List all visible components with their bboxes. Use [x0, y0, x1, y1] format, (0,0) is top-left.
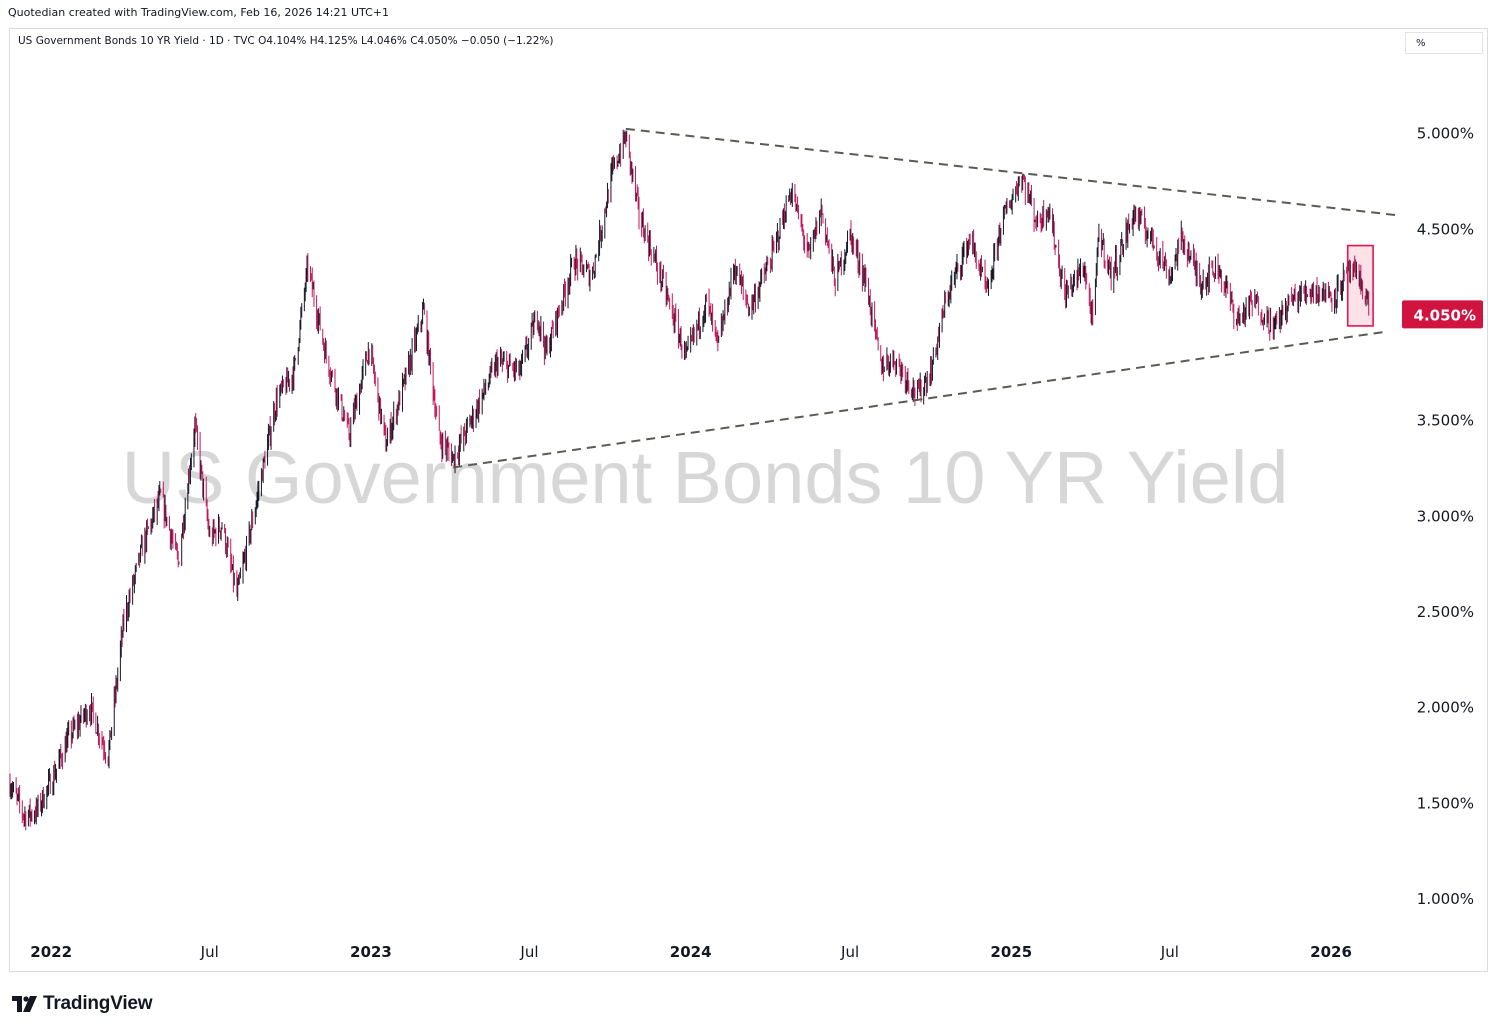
- y-tick-label: 3.500%: [1417, 412, 1474, 430]
- y-axis[interactable]: 5.000% 4.500% 3.500% 3.000% 2.500% 2.000% 1.50…: [1417, 125, 1474, 908]
- candle-series: [9, 129, 1370, 831]
- x-tick-label: Jul: [200, 943, 219, 961]
- x-tick-label: 2024: [670, 943, 712, 961]
- y-tick-label: 1.500%: [1417, 794, 1474, 812]
- watermark: US Government Bonds 10 YR Yield: [122, 436, 1289, 519]
- y-tick-label: 3.000%: [1417, 507, 1474, 525]
- last-price-label: 4.050%: [1414, 306, 1476, 324]
- price-tag-group: 4.050%: [1402, 300, 1483, 329]
- trendline-support[interactable]: [453, 330, 1387, 469]
- trendline-resistance[interactable]: [625, 127, 1396, 216]
- symbol-ohlc-line[interactable]: US Government Bonds 10 YR Yield · 1D · T…: [18, 35, 554, 47]
- x-tick-label: 2025: [990, 943, 1032, 961]
- y-tick-label: 2.000%: [1417, 699, 1474, 717]
- x-tick-label: Jul: [1160, 943, 1179, 961]
- trendline-group: [453, 127, 1396, 469]
- chart-frame: [9, 28, 1488, 972]
- y-tick-label: 5.000%: [1417, 125, 1474, 143]
- highlight-box[interactable]: [1346, 244, 1374, 327]
- y-tick-label: 4.500%: [1417, 220, 1474, 238]
- brand-name: TradingView: [43, 993, 153, 1014]
- x-tick-label: Jul: [840, 943, 859, 961]
- y-tick-label: 2.500%: [1417, 603, 1474, 621]
- tradingview-logo-icon: [12, 996, 37, 1012]
- unit-selector[interactable]: %: [1405, 32, 1483, 54]
- last-price-tag: [1402, 300, 1483, 329]
- x-axis[interactable]: 2022 Jul 2023 Jul 2024 Jul 2025 Jul 2026: [30, 943, 1352, 961]
- x-tick-label: 2026: [1310, 943, 1352, 961]
- y-tick-label: 1.000%: [1417, 890, 1474, 908]
- tradingview-logo[interactable]: TradingView: [12, 993, 153, 1015]
- x-tick-label: 2023: [350, 943, 392, 961]
- highlight-group: [1346, 244, 1374, 327]
- x-tick-label: Jul: [519, 943, 538, 961]
- x-tick-label: 2022: [30, 943, 72, 961]
- chart-caption: Quotedian created with TradingView.com, …: [8, 6, 390, 19]
